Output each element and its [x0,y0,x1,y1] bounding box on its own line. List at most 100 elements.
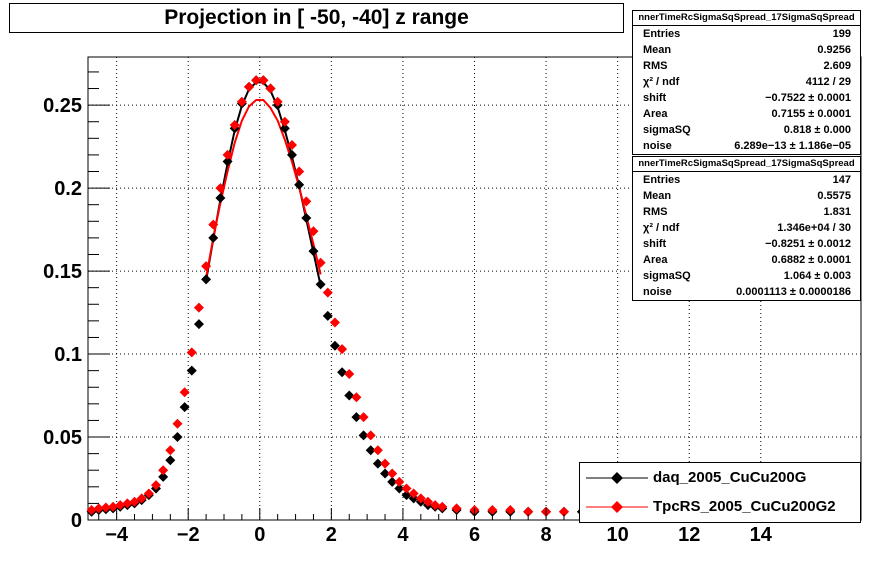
stats-box-title: nnerTimeRcSigmaSqSpread_17SigmaSqSpread [633,157,860,172]
stats-row: sigmaSQ 1.064 ± 0.003 [633,268,860,284]
stats-value: 1.064 ± 0.003 [783,270,851,282]
stats-label: noise [643,140,672,152]
y-tick-label: 0.25 [43,95,82,117]
data-point [387,476,398,487]
stats-row: Entries 147 [633,172,860,188]
data-point [201,274,212,285]
data-series [86,75,605,517]
stats-box-daq: nnerTimeRcSigmaSqSpread_17SigmaSqSpread … [632,10,861,155]
series-tpcrs [86,75,569,517]
stats-label: Mean [643,44,672,56]
data-point [394,483,405,494]
data-point [158,471,169,482]
stats-value: 0.5575 [817,190,851,202]
x-tick-label: 12 [678,524,700,546]
data-point [108,501,119,512]
y-tick-label: 0.15 [43,261,82,283]
stats-value: 6.289e−13 ± 1.186e−05 [734,140,851,152]
data-point [351,412,362,423]
data-point [337,344,348,355]
data-point [315,257,326,268]
data-point [158,465,169,476]
stats-row: Mean 0.9256 [633,42,860,58]
data-point [294,166,305,177]
stats-value: −0.8251 ± 0.0012 [765,238,851,250]
stats-row: RMS 1.831 [633,204,860,220]
data-point [186,347,197,358]
legend-label-tpcrs: TpcRS_2005_CuCu200G2 [653,498,836,515]
data-point [322,310,333,321]
data-point [236,96,247,107]
data-point [380,468,391,479]
data-point [165,455,176,466]
data-point [380,458,391,469]
data-point [329,340,340,351]
data-point [294,179,305,190]
data-point [329,317,340,328]
data-point [358,430,369,441]
data-point [387,468,398,479]
data-point [129,496,140,507]
data-point [344,390,355,401]
stats-label: Entries [643,174,681,186]
stats-row: noise 6.289e−13 ± 1.186e−05 [633,138,860,154]
data-point [337,367,348,378]
stats-value: 0.7155 ± 0.0001 [771,108,851,120]
data-point [251,75,262,86]
y-tick-label: 0.05 [43,427,82,449]
data-point [408,488,419,499]
data-point [165,445,176,456]
data-point [505,505,516,516]
data-point [272,96,283,107]
data-point [523,506,534,517]
y-tick-label: 0 [71,510,82,532]
stats-value: 4112 / 29 [805,76,851,88]
y-tick-label: 0.1 [54,344,82,366]
stats-label: χ² / ndf [643,76,680,88]
x-tick-label: 10 [607,524,629,546]
data-point [229,120,240,131]
data-point [401,483,412,494]
stats-row: Mean 0.5575 [633,188,860,204]
stats-label: shift [643,238,667,250]
data-point [372,458,383,469]
data-point [215,193,226,204]
fit-curves [205,81,322,286]
data-point [115,500,126,511]
stats-label: RMS [643,60,668,72]
data-point [286,149,297,160]
stats-value: −0.7522 ± 0.0001 [765,92,851,104]
data-point [351,392,362,403]
data-point [201,261,212,272]
x-tick-label: 4 [397,524,409,546]
data-point [308,246,319,257]
stats-label: sigmaSQ [643,124,691,136]
stats-row: RMS 2.609 [633,58,860,74]
data-point [172,418,183,429]
data-point [415,493,426,504]
legend-item-tpcrs: TpcRS_2005_CuCu200G2 [580,493,860,521]
data-point [193,319,204,330]
data-point [430,500,441,511]
data-point [222,156,233,167]
x-tick-label: 8 [541,524,552,546]
data-point [279,123,290,134]
stats-box-tpcrs: nnerTimeRcSigmaSqSpread_17SigmaSqSpread … [632,156,861,301]
stats-value: 1.346e+04 / 30 [777,222,851,234]
data-point [344,368,355,379]
data-point [258,75,269,86]
data-point [143,488,154,499]
data-point [93,503,104,514]
x-tick-label: 0 [254,524,265,546]
series-daq [86,75,605,517]
stats-row: sigmaSQ 0.818 ± 0.000 [633,122,860,138]
x-tick-label: 14 [750,524,773,546]
data-point [122,498,133,509]
data-point [86,505,97,516]
data-point [451,503,462,514]
data-point [286,139,297,150]
data-point [358,412,369,423]
data-point [558,506,569,517]
data-point [193,302,204,313]
stats-box-title: nnerTimeRcSigmaSqSpread_17SigmaSqSpread [633,11,860,26]
